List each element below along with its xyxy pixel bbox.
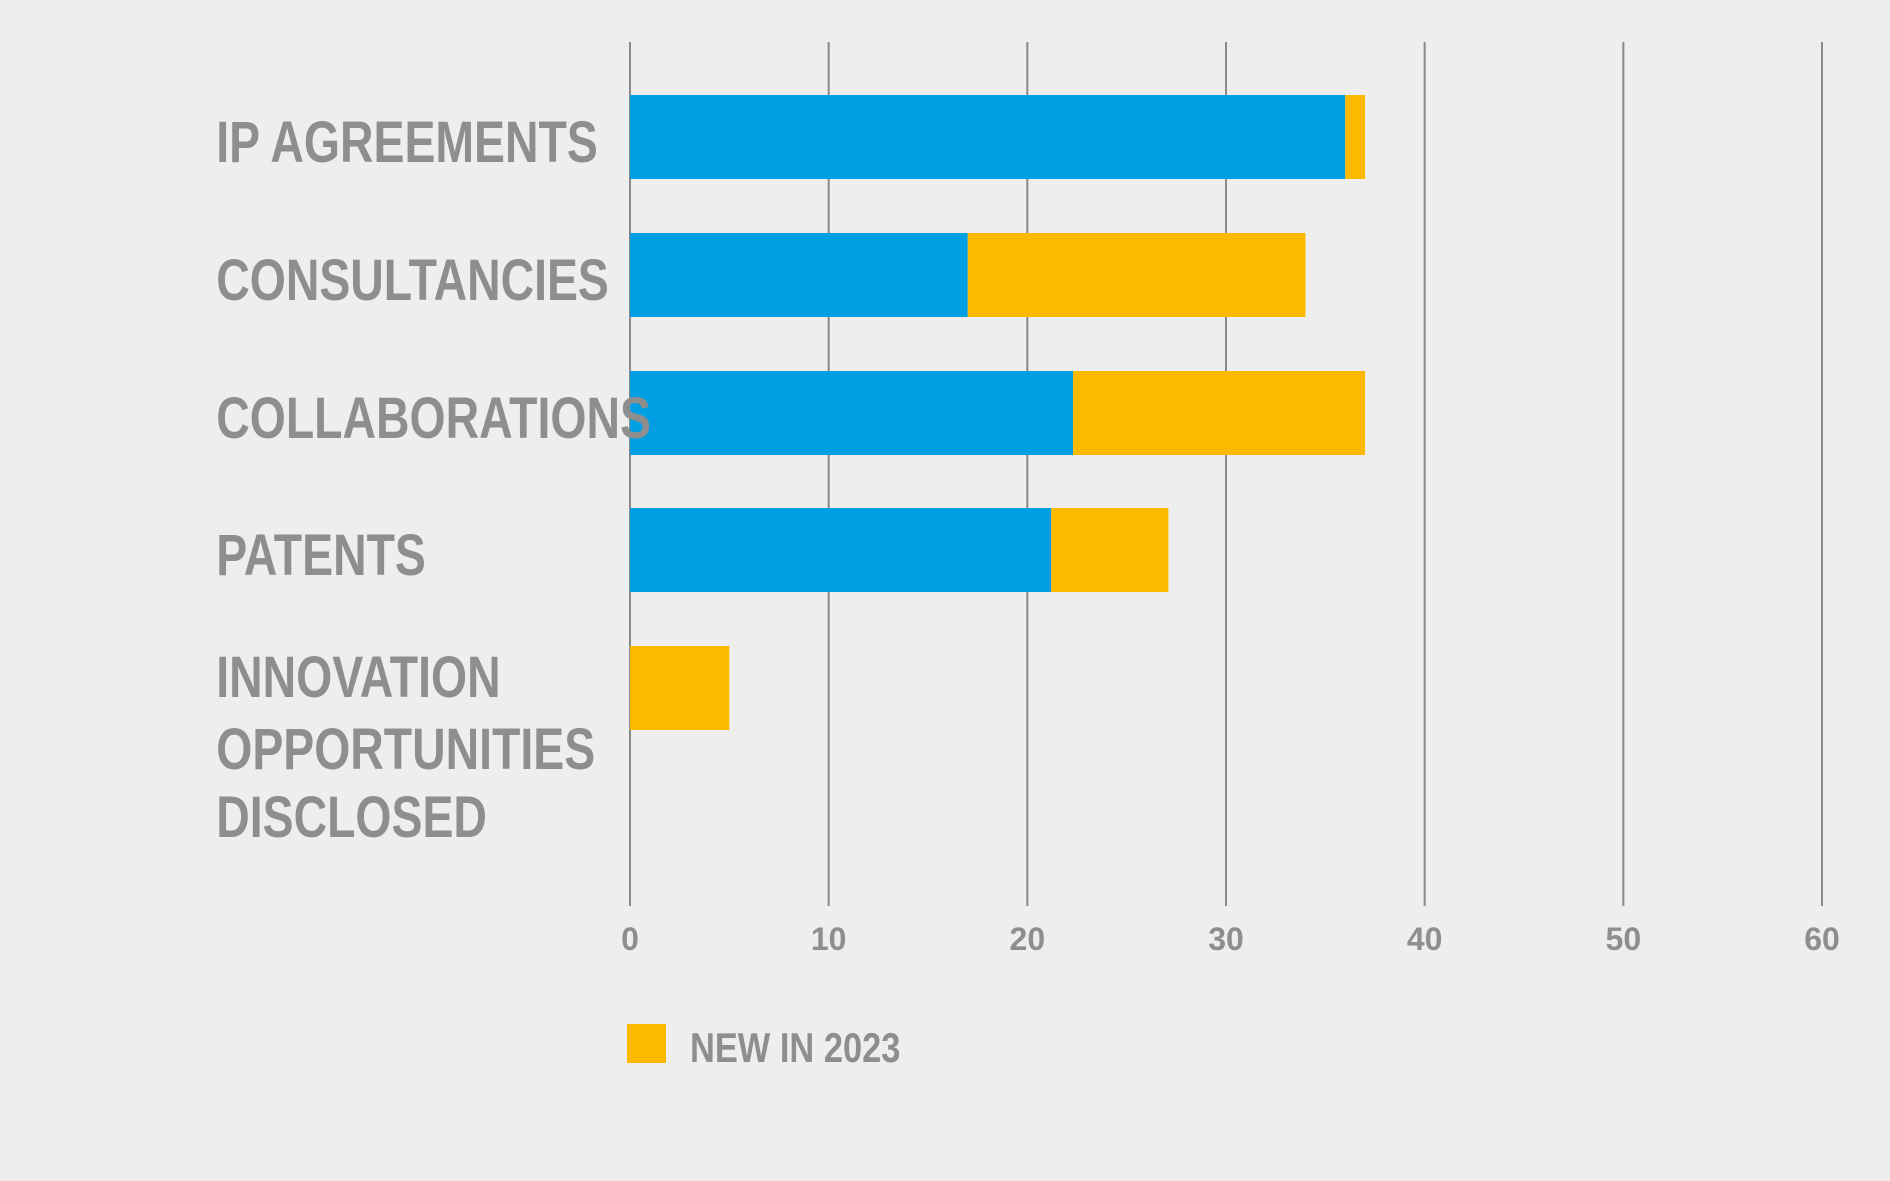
category-label: IP AGREEMENTS [216,110,598,175]
bar-ip agreements-series-1 [630,95,1346,179]
tick-label-20: 20 [1010,921,1046,957]
bar-consultancies-series-2 [967,233,1306,317]
tick-label-40: 40 [1407,921,1443,957]
bars [630,95,1366,730]
tick-label-10: 10 [811,921,847,957]
category-label: DISCLOSED [216,785,487,850]
category-label: OPPORTUNITIES [216,717,595,782]
tick-label-0: 0 [621,921,639,957]
gridlines [629,42,1823,906]
category-labels: IP AGREEMENTS CONSULTANCIES COLLABORATIONS… [216,110,651,850]
category-label: COLLABORATIONS [216,386,651,451]
bar-consultancies-series-1 [630,233,968,317]
tick-label-30: 30 [1208,921,1244,957]
category-label: CONSULTANCIES [216,248,609,313]
tick-label-50: 50 [1606,921,1642,957]
category-label: INNOVATION [216,645,500,710]
category-label: PATENTS [216,523,426,588]
tick-label-60: 60 [1804,921,1840,957]
legend-swatch [627,1024,666,1063]
x-axis-ticks: 0 10 20 30 40 50 60 [621,921,1840,957]
bar-innovation-opportunities-disclosed-series-2 [630,646,730,730]
bar-ip agreements-series-2 [1345,95,1366,179]
bar-patents-series-1 [630,508,1052,592]
legend: NEW IN 2023 [627,1024,900,1072]
bar-collaborations-series-2 [1073,371,1366,455]
legend-label: NEW IN 2023 [690,1025,900,1072]
bar-patents-series-2 [1051,508,1169,592]
bar-collaborations-series-1 [630,371,1074,455]
